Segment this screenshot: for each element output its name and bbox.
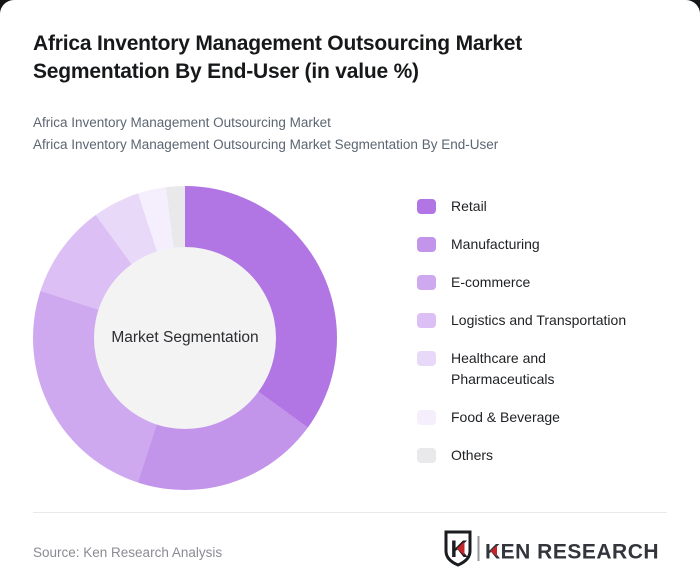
- legend-label: Retail: [451, 198, 487, 214]
- ken-research-logo: K KEN RESEARCH: [444, 530, 659, 567]
- logo-wordmark-triangle-icon: [490, 545, 497, 557]
- legend-swatch: [417, 410, 436, 425]
- legend-item-manufacturing: Manufacturing: [417, 234, 657, 255]
- logo-separator: [477, 536, 480, 561]
- legend-item-e-commerce: E-commerce: [417, 272, 657, 293]
- page-title: Africa Inventory Management Outsourcing …: [33, 32, 523, 83]
- legend-swatch: [417, 313, 436, 328]
- legend-item-healthcare-and-pharmaceuticals: Healthcare and Pharmaceuticals: [417, 348, 657, 390]
- subtitle-line-2: Africa Inventory Management Outsourcing …: [33, 136, 499, 152]
- chart-legend: Retail Manufacturing E-commerce Logistics a…: [417, 196, 657, 483]
- legend-item-others: Others: [417, 445, 657, 466]
- footer-divider: [33, 512, 667, 513]
- legend-label: Manufacturing: [451, 236, 540, 252]
- donut-center-label: Market Segmentation: [111, 329, 259, 346]
- source-note: Source: Ken Research Analysis: [33, 545, 223, 560]
- legend-label: E-commerce: [451, 274, 531, 290]
- legend-item-logistics-and-transportation: Logistics and Transportation: [417, 310, 657, 331]
- legend-swatch: [417, 237, 436, 252]
- legend-swatch: [417, 448, 436, 463]
- legend-item-food-beverage: Food & Beverage: [417, 407, 657, 428]
- legend-label: Healthcare and Pharmaceuticals: [451, 350, 555, 387]
- legend-label: Logistics and Transportation: [451, 312, 627, 328]
- donut-center: Market Segmentation: [94, 247, 276, 429]
- legend-label: Food & Beverage: [451, 409, 560, 425]
- legend-label: Others: [451, 447, 494, 463]
- donut-chart: Market Segmentation: [33, 186, 337, 490]
- subtitle-line-1: Africa Inventory Management Outsourcing …: [33, 115, 331, 130]
- logo-wordmark: KEN RESEARCH: [485, 541, 659, 564]
- legend-swatch: [417, 275, 436, 290]
- legend-swatch: [417, 199, 436, 214]
- logo-shield-triangle-icon: [457, 541, 465, 556]
- chart-subtitle: Africa Inventory Management Outsourcing …: [33, 112, 498, 155]
- legend-item-retail: Retail: [417, 196, 657, 217]
- legend-swatch: [417, 351, 436, 366]
- logo-shield-icon: K: [444, 530, 472, 567]
